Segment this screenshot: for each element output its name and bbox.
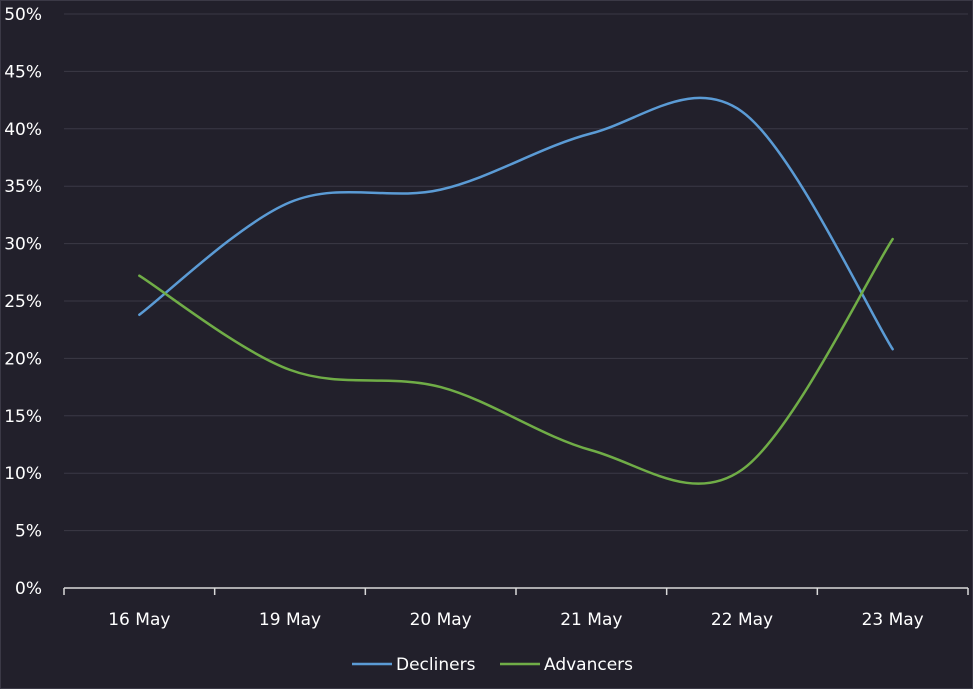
y-tick-0pct: 0% <box>15 579 42 599</box>
y-tick-50pct: 50% <box>4 5 42 25</box>
x-tick-21-may: 21 May <box>560 610 622 630</box>
gridlines <box>64 13 968 532</box>
y-tick-20pct: 20% <box>4 349 42 369</box>
series-line-decliners <box>138 96 894 351</box>
y-tick-30pct: 30% <box>4 235 42 255</box>
y-tick-15pct: 15% <box>4 407 42 427</box>
legend-label-advancers: Advancers <box>544 655 633 675</box>
y-tick-35pct: 35% <box>4 177 42 197</box>
legend-item-advancers: Advancers <box>500 655 633 675</box>
legend-item-decliners: Decliners <box>352 655 476 675</box>
series-line-advancers <box>138 237 894 485</box>
y-axis: 0% 5% 10% 15% 20% 25% 30% 35% 40% 45% 50% <box>4 5 42 599</box>
legend: Decliners Advancers <box>352 655 633 675</box>
y-tick-45pct: 45% <box>4 62 42 82</box>
legend-label-decliners: Decliners <box>396 655 476 675</box>
y-tick-5pct: 5% <box>15 522 42 542</box>
x-tick-19-may: 19 May <box>259 610 321 630</box>
y-tick-40pct: 40% <box>4 120 42 140</box>
x-tick-16-may: 16 May <box>108 610 170 630</box>
x-axis: 16 May 19 May 20 May 21 May 22 May 23 May <box>63 587 969 630</box>
y-tick-10pct: 10% <box>4 464 42 484</box>
x-tick-22-may: 22 May <box>711 610 773 630</box>
y-tick-25pct: 25% <box>4 292 42 312</box>
series-lines <box>138 96 894 485</box>
x-tick-20-may: 20 May <box>410 610 472 630</box>
x-tick-23-may: 23 May <box>862 610 924 630</box>
